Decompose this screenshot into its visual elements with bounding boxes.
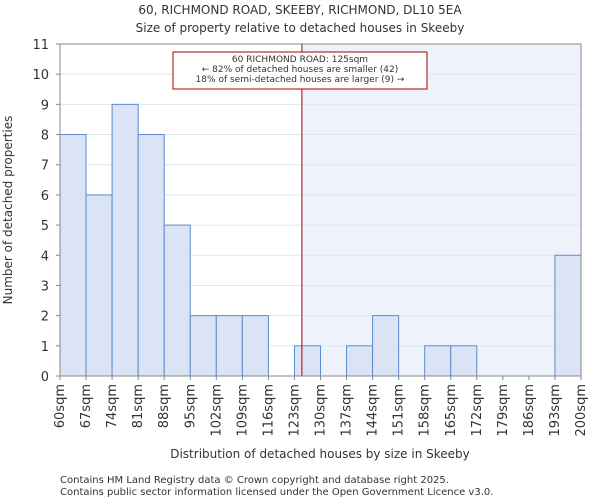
x-tick-label: 144sqm [366, 384, 381, 437]
x-tick-label: 137sqm [340, 384, 355, 437]
highlight-region [301, 44, 581, 376]
chart-subtitle: Size of property relative to detached ho… [136, 21, 465, 35]
x-tick-label: 130sqm [314, 384, 329, 437]
footer-line-1: Contains HM Land Registry data © Crown c… [60, 475, 449, 486]
y-tick-label: 2 [41, 310, 49, 325]
y-ticks: 0 1 2 3 4 5 6 7 8 9 10 11 [32, 38, 60, 385]
x-tick-label: 200sqm [574, 384, 589, 437]
x-axis-label: Distribution of detached houses by size … [170, 447, 470, 461]
y-tick-label: 8 [41, 129, 49, 144]
y-tick-label: 1 [41, 340, 49, 355]
bar-123sqm [293, 345, 322, 377]
chart-title: 60, RICHMOND ROAD, SKEEBY, RICHMOND, DL1… [138, 3, 462, 17]
y-axis-label: Number of detached properties [1, 116, 15, 305]
x-ticks: 60sqm 67sqm 74sqm 81sqm 88sqm 95sqm 102sqm 109s… [53, 376, 589, 437]
bar-137sqm [346, 345, 374, 377]
footer-line-2: Contains public sector information licen… [60, 487, 493, 498]
x-tick-label: 193sqm [548, 384, 563, 437]
bars [59, 103, 582, 377]
x-tick-label: 179sqm [496, 384, 511, 437]
bar-158sqm [424, 345, 452, 377]
x-tick-label: 102sqm [209, 384, 224, 437]
y-tick-label: 3 [41, 279, 49, 294]
bar-60sqm [59, 134, 87, 377]
x-tick-label: 81sqm [131, 384, 146, 428]
x-tick-label: 165sqm [444, 384, 459, 437]
x-tick-label: 123sqm [287, 384, 302, 437]
bar-67sqm [85, 194, 113, 377]
x-tick-label: 186sqm [522, 384, 537, 437]
x-tick-label: 60sqm [53, 384, 68, 428]
bar-193sqm [554, 254, 582, 377]
annotation-line-3: 18% of semi-detached houses are larger (… [196, 75, 405, 85]
annotation-box: 60 RICHMOND ROAD: 125sqm ← 82% of detach… [172, 51, 428, 90]
x-tick-label: 116sqm [261, 384, 276, 437]
y-tick-label: 4 [41, 249, 49, 264]
bar-81sqm [137, 134, 165, 377]
x-tick-label: 74sqm [105, 384, 120, 428]
y-tick-label: 9 [41, 98, 49, 113]
x-tick-label: 158sqm [418, 384, 433, 437]
annotation-line-2: ← 82% of detached houses are smaller (42… [202, 65, 399, 75]
x-tick-label: 95sqm [183, 384, 198, 428]
y-tick-label: 5 [41, 219, 49, 234]
x-tick-label: 67sqm [79, 384, 94, 428]
y-tick-label: 6 [41, 189, 49, 204]
x-tick-label: 109sqm [235, 384, 250, 437]
bar-102sqm [215, 315, 243, 377]
y-tick-label: 10 [32, 68, 49, 83]
bar-88sqm [163, 224, 191, 377]
bar-109sqm [241, 315, 269, 377]
x-tick-label: 172sqm [470, 384, 485, 437]
bar-95sqm [189, 315, 217, 377]
y-tick-label: 0 [41, 370, 49, 385]
y-tick-label: 7 [41, 159, 49, 174]
bar-144sqm [372, 315, 400, 377]
x-tick-label: 151sqm [392, 384, 407, 437]
annotation-line-1: 60 RICHMOND ROAD: 125sqm [232, 55, 368, 65]
y-tick-label: 11 [32, 38, 49, 53]
bar-165sqm [450, 345, 478, 377]
bar-74sqm [111, 103, 139, 377]
x-tick-label: 88sqm [157, 384, 172, 428]
